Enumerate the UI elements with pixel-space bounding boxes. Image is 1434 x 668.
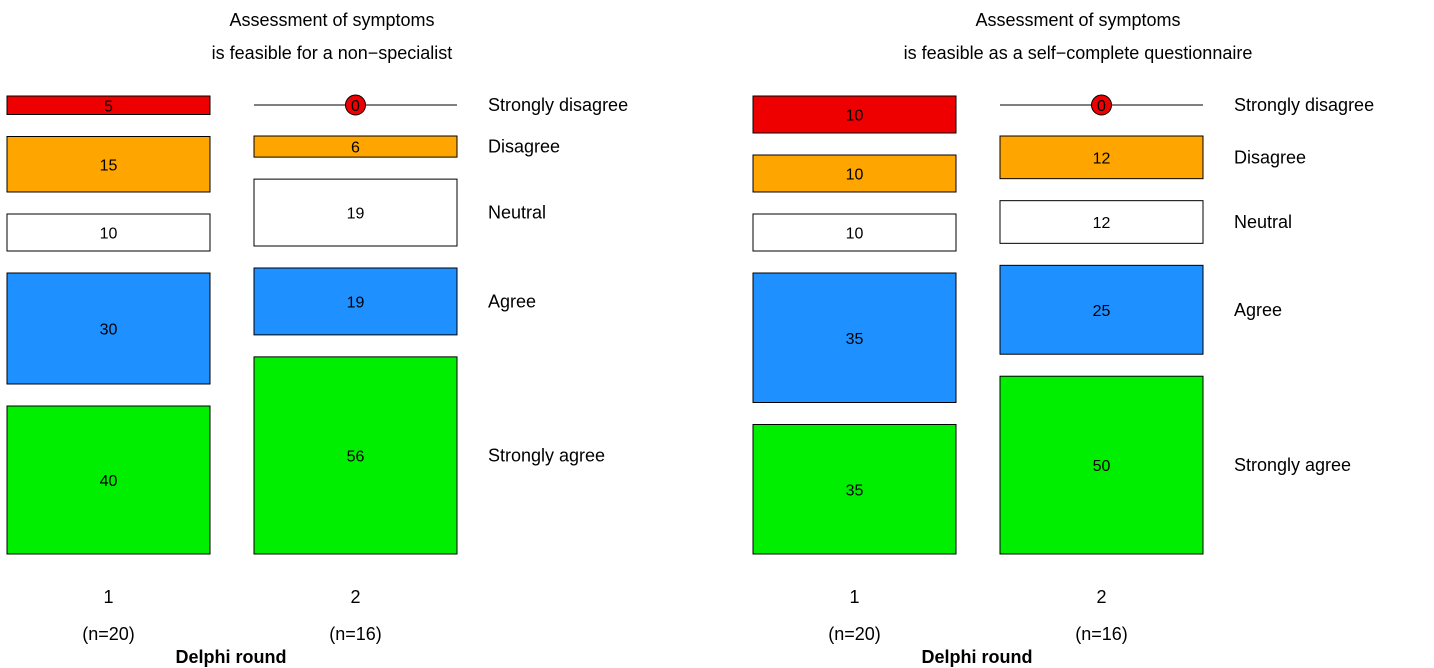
panel-2-category-label-strongly-agree: Strongly agree <box>1234 455 1351 475</box>
panel-2-round-2-strongly-agree-value: 50 <box>1093 458 1111 475</box>
panel-1-round-2-disagree-value: 6 <box>351 140 360 157</box>
panel-2-round-1-strongly-disagree-bar <box>752 95 957 134</box>
panel-1-round-1-agree-value: 30 <box>100 322 118 339</box>
panel-2-title-line-1: Assessment of symptoms <box>975 10 1180 30</box>
panel-2-round-2-disagree-value: 12 <box>1093 150 1111 167</box>
panel-2-category-label-neutral: Neutral <box>1234 212 1292 232</box>
panel-1-round-2-neutral-value: 19 <box>347 206 365 223</box>
panel-1-round-2-strongly-disagree-value: 0 <box>351 98 360 115</box>
panel-2-round-1-disagree-bar <box>752 154 957 193</box>
panel-1-round-2-neutral-bar <box>253 178 458 247</box>
panel-2-round-1-strongly-agree-value: 35 <box>846 482 864 499</box>
panel-2-round-1-label: 1 <box>849 587 859 607</box>
panel-1-category-label-agree: Agree <box>488 291 536 311</box>
panel-1-round-1-disagree-value: 15 <box>100 157 118 174</box>
panel-1-round-2-agree-bar <box>253 267 458 336</box>
panel-2-category-label-agree: Agree <box>1234 300 1282 320</box>
panel-1-round-1-strongly-disagree-value: 5 <box>104 98 113 115</box>
panel-2-round-2-neutral-value: 12 <box>1093 215 1111 232</box>
panel-1-round-1-agree-bar <box>6 272 211 385</box>
panel-2-round-1-n: (n=20) <box>828 624 881 644</box>
panel-1-round-2-label: 2 <box>350 587 360 607</box>
panel-2-round-2-strongly-agree-bar <box>999 375 1204 555</box>
panel-2-round-1-disagree-value: 10 <box>846 167 864 184</box>
panel-2-round-1-strongly-agree-bar <box>752 424 957 555</box>
panel-2-round-2-n: (n=16) <box>1075 624 1128 644</box>
panel-2-round-2-neutral-bar <box>999 200 1204 244</box>
panel-1-round-1-strongly-agree-bar <box>6 405 211 555</box>
panel-2-round-2-disagree-bar <box>999 135 1204 180</box>
panel-1-round-2-strongly-agree-bar <box>253 356 458 555</box>
panel-1-round-1-neutral-value: 10 <box>100 226 118 243</box>
panel-1-round-2-n: (n=16) <box>329 624 382 644</box>
panel-1-round-2-agree-value: 19 <box>347 294 365 311</box>
panel-1-title-line-1: Assessment of symptoms <box>229 10 434 30</box>
panel-2-round-1-strongly-disagree-value: 10 <box>846 108 864 125</box>
panel-1-round-1-label: 1 <box>103 587 113 607</box>
panel-1-category-label-strongly-disagree: Strongly disagree <box>488 95 628 115</box>
panel-2-round-1-agree-value: 35 <box>846 331 864 348</box>
panel-2-round-2-agree-value: 25 <box>1093 303 1111 320</box>
panel-2-category-label-strongly-disagree: Strongly disagree <box>1234 95 1374 115</box>
panel-2-round-2-strongly-disagree-zero-marker <box>1091 94 1112 116</box>
panel-1-round-1-strongly-disagree-bar <box>6 95 211 115</box>
panel-1-round-2-disagree-bar <box>253 135 458 158</box>
panel-2-round-2-agree-bar <box>999 264 1204 355</box>
panel-2-category-label-disagree: Disagree <box>1234 147 1306 167</box>
panel-2-round-2-strongly-disagree-value: 0 <box>1097 98 1106 115</box>
panel-2-round-1-neutral-bar <box>752 213 957 252</box>
panel-1-round-2-strongly-agree-value: 56 <box>347 448 365 465</box>
panel-1-round-1-neutral-bar <box>6 213 211 252</box>
panel-1-category-label-strongly-agree: Strongly agree <box>488 445 605 465</box>
panel-1-round-1-disagree-bar <box>6 136 211 193</box>
panel-1-xlabel: Delphi round <box>176 647 287 667</box>
panel-1-category-label-neutral: Neutral <box>488 203 546 223</box>
panel-2-round-2-label: 2 <box>1096 587 1106 607</box>
panel-1-title-line-2: is feasible for a non−specialist <box>212 43 453 63</box>
panel-2-title-line-2: is feasible as a self−complete questionn… <box>904 43 1253 63</box>
panel-2-round-1-agree-bar <box>752 272 957 403</box>
panel-1-round-2-strongly-disagree-zero-marker <box>345 94 366 116</box>
panel-1-round-1-n: (n=20) <box>82 624 135 644</box>
panel-2-round-1-neutral-value: 10 <box>846 226 864 243</box>
panel-1-round-1-strongly-agree-value: 40 <box>100 473 118 490</box>
panel-2-xlabel: Delphi round <box>922 647 1033 667</box>
panel-1-category-label-disagree: Disagree <box>488 137 560 157</box>
